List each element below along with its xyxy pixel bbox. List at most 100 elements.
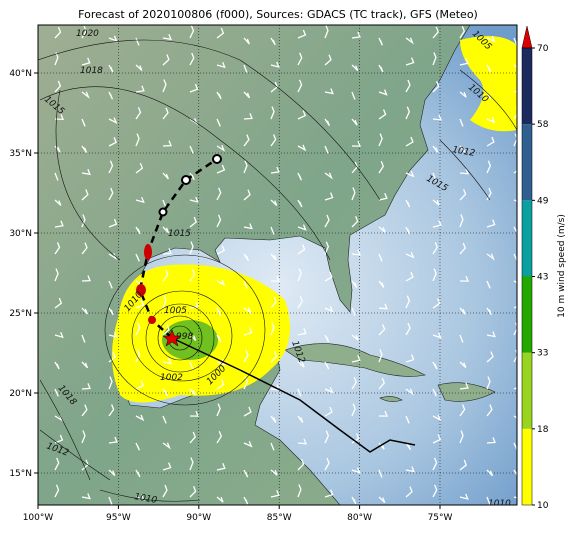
wind-barb (243, 134, 250, 147)
wind-barb (135, 299, 145, 309)
wind-barb (459, 307, 466, 315)
wind-barb (270, 37, 276, 46)
wind-barb (189, 486, 197, 498)
wind-barb (135, 442, 140, 451)
wind-barb (324, 457, 330, 471)
wind-barb (459, 145, 466, 153)
track-past (171, 337, 416, 453)
wind-barb (432, 268, 437, 282)
wind-barb (378, 161, 385, 174)
wind-barb (378, 496, 386, 504)
wind-barb (405, 136, 414, 147)
y-tick-label: 15°N (9, 469, 32, 479)
wind-barb (324, 306, 334, 313)
wind-barb (135, 253, 140, 262)
wind-barb (297, 459, 305, 471)
wind-barb (297, 438, 307, 445)
wind-barb (243, 469, 249, 478)
wind-barb (54, 331, 64, 339)
wind-barb (216, 403, 221, 417)
wind-barb (513, 322, 517, 336)
wind-barb (162, 388, 168, 397)
wind-barb (486, 160, 492, 174)
wind-barb (81, 25, 87, 39)
wind-barb (486, 136, 495, 147)
colorbar-tick-label: 10 (537, 501, 549, 511)
wind-barb (351, 334, 359, 341)
wind-barb (378, 193, 388, 201)
wind-barb (297, 29, 307, 39)
wind-barb (108, 137, 117, 147)
wind-barb (135, 494, 145, 501)
colorbar-tick-label: 58 (537, 120, 549, 130)
wind-barb (243, 349, 249, 363)
wind-barb (324, 361, 330, 370)
wind-barb (405, 354, 415, 363)
x-tick-label: 90°W (186, 513, 211, 523)
isobar-label: 1012 (451, 145, 476, 159)
wind-barb (324, 489, 334, 498)
cuba (284, 343, 426, 377)
wind-barb (216, 144, 226, 152)
wind-barb (162, 226, 170, 234)
wind-barb (108, 218, 118, 228)
wind-barb (189, 301, 199, 309)
wind-barb (243, 160, 248, 174)
wind-barb (486, 351, 494, 363)
wind-barb (432, 298, 441, 309)
wind-barb (135, 414, 145, 422)
wind-barb (216, 245, 226, 255)
wind-barb (297, 268, 302, 282)
wind-barb (513, 387, 517, 390)
wind-barb (405, 37, 414, 45)
map-area: 1020 1018 1015 1015 1010 1005 998 1002 1… (38, 25, 517, 505)
wind-barb (297, 244, 306, 255)
wind-barb (513, 280, 517, 284)
wind-barb (54, 434, 64, 444)
wind-barb (54, 484, 60, 498)
wind-barb (270, 490, 280, 498)
wind-barb (351, 280, 358, 288)
wind-barb (432, 199, 440, 206)
wind-barb (513, 133, 517, 147)
wind-barb (297, 484, 302, 498)
wind-barb (189, 216, 198, 228)
wind-barb (378, 253, 383, 262)
wind-barb (459, 214, 464, 228)
wind-barb (351, 496, 357, 505)
wind-barb (243, 253, 249, 262)
wind-barb (216, 279, 226, 287)
wind-barb (324, 192, 334, 201)
wind-barb (513, 415, 517, 419)
wind-barb (189, 145, 194, 154)
wind-barb (216, 27, 225, 39)
wind-barb (486, 404, 493, 417)
wind-barb (81, 57, 91, 66)
wind-barb (432, 145, 439, 153)
wind-barb (432, 26, 439, 39)
colorbar-segment (522, 428, 532, 505)
wind-barb (486, 64, 492, 73)
colorbar-segment (522, 352, 532, 429)
wind-barb (486, 307, 493, 316)
wind-barb (351, 118, 358, 126)
wind-barb (189, 431, 196, 444)
wind-barb (459, 118, 464, 127)
wind-barb (432, 220, 442, 228)
wind-barb (459, 430, 464, 444)
wind-barb (270, 199, 278, 207)
wind-barb (459, 242, 466, 255)
wind-barb (432, 457, 438, 471)
wind-barb (243, 496, 249, 505)
wind-barb (405, 271, 414, 282)
wind-barb (405, 57, 415, 66)
isobar-label: 1018 (80, 66, 103, 76)
colorbar-segment (522, 276, 532, 353)
wind-barb (108, 280, 113, 289)
map-frame (37, 24, 518, 506)
wind-barb (459, 168, 469, 175)
wind-barb (81, 383, 91, 390)
wind-barb (297, 296, 304, 309)
wind-barb (243, 91, 251, 99)
x-tick-label: 95°W (106, 513, 131, 523)
